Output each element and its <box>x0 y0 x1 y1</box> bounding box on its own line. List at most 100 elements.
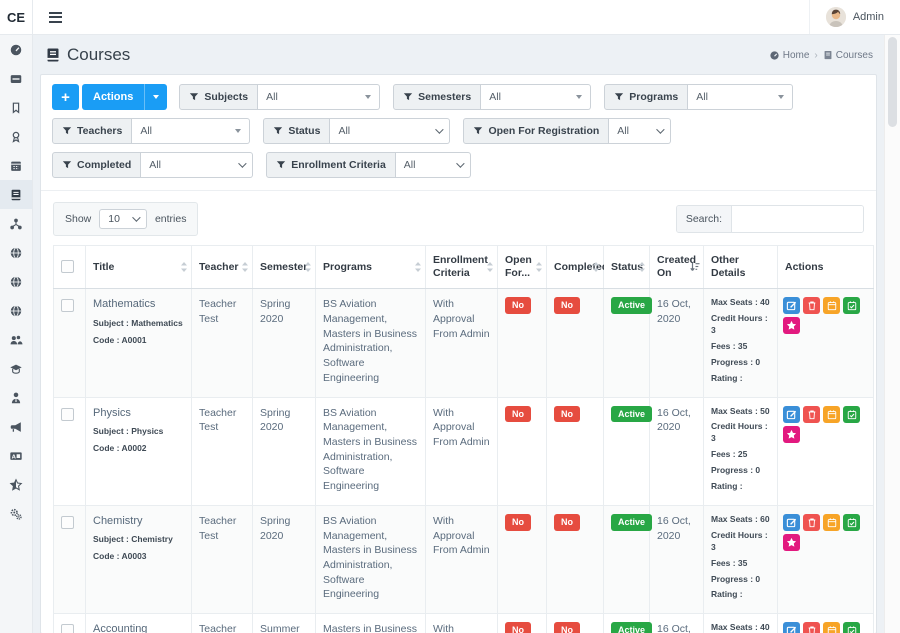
search-input[interactable] <box>731 206 863 232</box>
sidebar-item-announcements[interactable] <box>0 412 32 441</box>
open-for-badge: No <box>505 513 531 531</box>
sidebar-item-network[interactable] <box>0 209 32 238</box>
completed-select[interactable]: All <box>141 152 254 178</box>
calendar-button[interactable] <box>823 622 840 633</box>
book-icon <box>823 50 833 60</box>
delete-course-button[interactable] <box>803 513 820 531</box>
calendar-check-button[interactable] <box>843 622 860 633</box>
book-icon <box>45 47 61 63</box>
detail-credit-hours: Credit Hours : 3 <box>711 421 768 444</box>
delete-course-button[interactable] <box>803 405 820 423</box>
sidebar-item-inbox[interactable] <box>0 64 32 93</box>
column-header-semester[interactable]: Semester <box>252 244 316 290</box>
sort-icon <box>535 262 543 273</box>
sidebar-item-dashboard[interactable] <box>0 35 32 64</box>
calendar-check-button[interactable] <box>843 297 860 315</box>
filter-icon <box>62 161 72 169</box>
column-header-teacher[interactable]: Teacher <box>191 244 253 290</box>
course-title-link[interactable]: Chemistry <box>93 514 143 527</box>
page-length-select[interactable]: 10 <box>99 209 147 229</box>
delete-course-button[interactable] <box>803 297 820 315</box>
sort-icon <box>180 262 188 273</box>
column-header-completed[interactable]: Completed <box>546 244 608 290</box>
sidebar-item-calendar[interactable] <box>0 151 32 180</box>
ratings-button[interactable] <box>783 317 800 335</box>
column-header-created-on[interactable]: Created On <box>649 244 704 290</box>
course-title-link[interactable]: Mathematics <box>93 298 156 311</box>
sidebar-item-ratings[interactable] <box>0 470 32 499</box>
column-header-enrollment-criteria[interactable]: Enrollment Criteria <box>425 244 498 290</box>
edit-course-button[interactable] <box>783 622 800 633</box>
calendar-button[interactable] <box>823 297 840 315</box>
filter-icon <box>403 93 413 101</box>
sidebar-item-noticeboard[interactable]: A <box>0 441 32 470</box>
sort-icon <box>241 262 249 273</box>
breadcrumb-home[interactable]: Home <box>769 50 809 61</box>
teachers-select[interactable]: All <box>132 118 251 144</box>
sidebar-item-users[interactable] <box>0 325 32 354</box>
semesters-select[interactable]: All <box>481 84 592 110</box>
actions-caret[interactable] <box>144 84 167 110</box>
sidebar-item-graduation[interactable] <box>0 354 32 383</box>
open-for-registration-select[interactable]: All <box>609 118 672 144</box>
add-course-button[interactable]: + <box>52 84 79 110</box>
calendar-check-button[interactable] <box>843 513 860 531</box>
topbar: CE Admin <box>0 0 900 35</box>
detail-fees: Fees : 35 <box>711 340 748 351</box>
column-header-status[interactable]: Status <box>603 244 650 290</box>
actions-dropdown-button[interactable]: Actions <box>82 84 168 110</box>
column-header-title[interactable]: Title <box>85 244 192 290</box>
table-section: Show 10 entries Search: <box>41 191 876 633</box>
filter-icon <box>190 93 199 101</box>
id-card-icon: A <box>9 449 23 463</box>
user-menu[interactable]: Admin <box>808 0 900 34</box>
course-programs: BS Aviation Management, Masters in Busin… <box>315 504 426 615</box>
ratings-button[interactable] <box>783 533 800 551</box>
calendar-button[interactable] <box>823 405 840 423</box>
sidebar-item-courses[interactable] <box>0 180 32 209</box>
subjects-select[interactable]: All <box>258 84 381 110</box>
select-all-checkbox[interactable] <box>61 259 74 273</box>
row-checkbox[interactable] <box>61 407 74 421</box>
entries-label: entries <box>154 213 187 225</box>
column-header-open-for[interactable]: Open For... <box>497 244 547 290</box>
detail-max-seats: Max Seats : 50 <box>711 405 770 416</box>
edit-course-button[interactable] <box>783 405 800 423</box>
edit-course-button[interactable] <box>783 513 800 531</box>
sidebar-item-certificates[interactable] <box>0 122 32 151</box>
sidebar-item-bookmarks[interactable] <box>0 93 32 122</box>
scrollbar-thumb[interactable] <box>888 37 897 127</box>
calendar-check-button[interactable] <box>843 405 860 423</box>
delete-course-button[interactable] <box>803 622 820 633</box>
filter-icon <box>474 127 483 135</box>
course-title-link[interactable]: Accounting <box>93 623 148 633</box>
search-control: Search: <box>675 205 864 233</box>
open-for-badge: No <box>505 405 531 423</box>
detail-rating: Rating : <box>711 481 743 492</box>
course-title-link[interactable]: Physics <box>93 406 131 419</box>
scrollbar[interactable] <box>884 35 900 633</box>
row-checkbox[interactable] <box>61 515 74 529</box>
sidebar-item-globe-2[interactable] <box>0 267 32 296</box>
enrollment-criteria-select[interactable]: All <box>395 152 471 178</box>
detail-progress: Progress : 0 <box>711 356 761 367</box>
sidebar-item-globe-3[interactable] <box>0 296 32 325</box>
status-select[interactable]: All <box>330 118 451 144</box>
sidebar-toggle-button[interactable] <box>33 0 77 34</box>
calendar-button[interactable] <box>823 513 840 531</box>
app-logo[interactable]: CE <box>0 0 33 34</box>
ratings-button[interactable] <box>783 425 800 443</box>
row-checkbox[interactable] <box>61 624 74 633</box>
column-header-programs[interactable]: Programs <box>315 244 426 290</box>
programs-select[interactable]: All <box>688 84 794 110</box>
detail-max-seats: Max Seats : 40 <box>711 297 770 308</box>
sidebar-item-globe-1[interactable] <box>0 238 32 267</box>
course-created-on: 16 Oct, 2020 <box>649 288 704 398</box>
course-created-on: 16 Oct, 2020 <box>649 613 704 633</box>
row-checkbox[interactable] <box>61 299 74 313</box>
sidebar-item-staff[interactable] <box>0 383 32 412</box>
sidebar-item-settings[interactable] <box>0 499 32 528</box>
edit-course-button[interactable] <box>783 297 800 315</box>
course-code: Code : A0002 <box>93 442 147 453</box>
